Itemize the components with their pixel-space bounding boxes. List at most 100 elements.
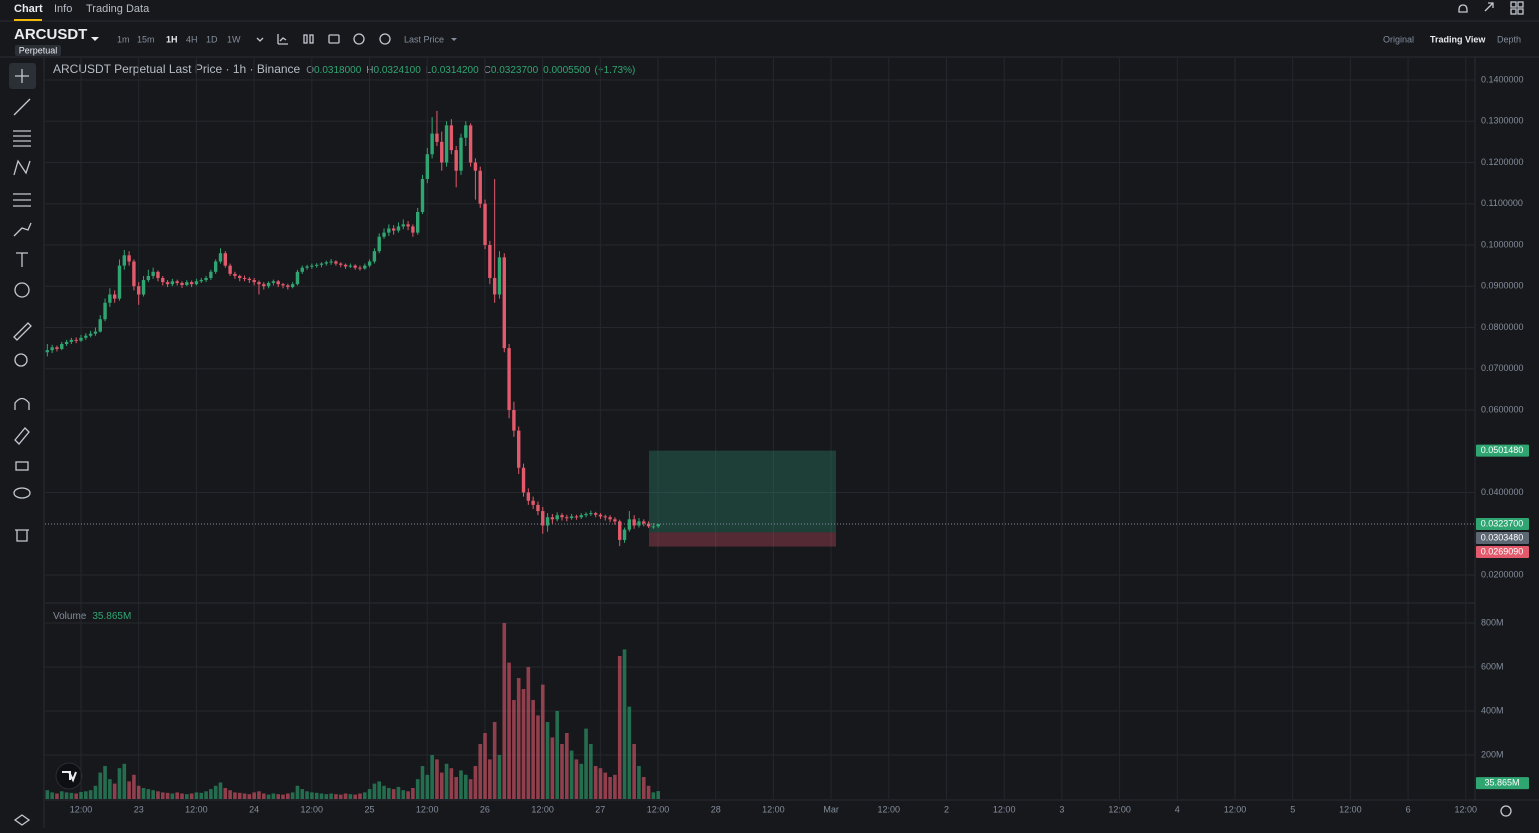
volume-bar bbox=[444, 763, 449, 799]
expand-icon[interactable] bbox=[1484, 2, 1494, 12]
volume-bar bbox=[382, 785, 386, 799]
candle-body bbox=[310, 265, 314, 267]
volume-bar bbox=[584, 728, 588, 799]
candle-body bbox=[55, 347, 59, 349]
candle-body bbox=[329, 261, 333, 263]
candle-body bbox=[449, 125, 454, 151]
projection-tool[interactable] bbox=[13, 193, 31, 207]
header-icons[interactable] bbox=[1458, 1, 1524, 15]
volume-bar bbox=[478, 744, 483, 799]
profit-zone[interactable] bbox=[649, 450, 836, 533]
icon-tool[interactable] bbox=[14, 282, 30, 298]
view-option[interactable]: Trading View bbox=[1430, 34, 1486, 44]
price-tick-label: 0.0800000 bbox=[1481, 322, 1524, 332]
candle-body bbox=[122, 255, 126, 266]
volume-bar bbox=[439, 772, 444, 799]
add-icon[interactable] bbox=[353, 33, 365, 45]
volume-bar bbox=[334, 794, 338, 799]
volume-bar bbox=[338, 794, 343, 799]
loss-zone[interactable] bbox=[649, 532, 836, 547]
volume-bar bbox=[521, 689, 526, 799]
candle-body bbox=[517, 430, 521, 468]
candle-icon[interactable] bbox=[303, 34, 308, 44]
layout-icon[interactable] bbox=[1517, 1, 1524, 8]
legend-change-pct: (+1.73%) bbox=[594, 65, 635, 76]
eye-tool[interactable] bbox=[13, 487, 31, 499]
volume-name: Volume bbox=[53, 611, 87, 622]
trendline-tool[interactable] bbox=[13, 98, 31, 116]
ruler-tool[interactable] bbox=[13, 322, 32, 341]
volume-bar bbox=[545, 722, 550, 799]
volume-bar bbox=[127, 781, 131, 799]
candle-body bbox=[536, 504, 540, 512]
volume-bar bbox=[266, 794, 271, 799]
stop-loss-tag-bg bbox=[1476, 545, 1529, 558]
view-option[interactable]: Depth bbox=[1497, 34, 1521, 44]
pattern-tool[interactable] bbox=[13, 159, 31, 176]
bell-icon[interactable] bbox=[1458, 4, 1468, 13]
layout-icon[interactable] bbox=[1510, 8, 1517, 15]
volume-bar bbox=[314, 792, 319, 799]
settings-icon[interactable] bbox=[1500, 805, 1512, 817]
candle-body bbox=[584, 513, 588, 516]
candle-body bbox=[45, 350, 50, 353]
nav-tab[interactable]: Trading Data bbox=[86, 3, 150, 15]
candle-body bbox=[507, 348, 511, 410]
take-profit-tag: 0.0501480 bbox=[1481, 445, 1524, 455]
fib-tool[interactable] bbox=[13, 130, 31, 147]
volume-bar bbox=[406, 791, 410, 799]
volume-bar bbox=[459, 770, 463, 799]
zoom-tool[interactable] bbox=[14, 353, 28, 367]
volume-bar bbox=[185, 794, 189, 799]
lock-drawing-tool[interactable] bbox=[14, 427, 30, 445]
camera-icon[interactable] bbox=[328, 34, 340, 44]
text-tool[interactable] bbox=[16, 252, 28, 267]
candle-body bbox=[334, 261, 338, 264]
price-tick-label: 0.0200000 bbox=[1481, 569, 1524, 579]
volume-bar bbox=[175, 792, 179, 799]
price-type[interactable]: Last Price bbox=[404, 34, 444, 44]
price-type-caret[interactable] bbox=[451, 38, 457, 41]
layers-tool[interactable] bbox=[13, 814, 31, 826]
interval[interactable]: 15m bbox=[137, 34, 155, 44]
time-label: 23 bbox=[134, 804, 144, 814]
replay-icon[interactable] bbox=[379, 33, 391, 45]
time-label: 6 bbox=[1406, 804, 1411, 814]
drawing-toolbar[interactable] bbox=[9, 63, 36, 826]
layout-icon[interactable] bbox=[1517, 8, 1524, 15]
interval[interactable]: 4H bbox=[186, 34, 198, 44]
candle-body bbox=[127, 255, 131, 262]
nav-tab[interactable]: Info bbox=[54, 3, 72, 15]
interval[interactable]: 1H bbox=[166, 34, 178, 44]
symbol[interactable]: ARCUSDT bbox=[14, 26, 87, 43]
volume-bar bbox=[622, 649, 627, 799]
volume-bar bbox=[290, 792, 295, 799]
volume-bar bbox=[160, 792, 165, 799]
caret-icon[interactable] bbox=[256, 37, 264, 42]
candle-body bbox=[209, 271, 213, 278]
volume-bar bbox=[430, 755, 434, 799]
layout-icon[interactable] bbox=[1510, 1, 1517, 8]
interval[interactable]: 1W bbox=[227, 34, 241, 44]
magnet-tool[interactable] bbox=[14, 397, 30, 411]
trash-tool[interactable] bbox=[15, 529, 29, 542]
volume-bar bbox=[237, 792, 242, 799]
chart-tools[interactable] bbox=[256, 33, 391, 45]
candle-body bbox=[213, 261, 218, 272]
view-option[interactable]: Original bbox=[1383, 34, 1414, 44]
price-tick-label: 0.0600000 bbox=[1481, 404, 1524, 414]
crosshair-tool[interactable] bbox=[15, 69, 29, 83]
candle-body bbox=[569, 516, 574, 519]
candle-body bbox=[108, 294, 112, 303]
symbol-caret[interactable] bbox=[91, 37, 99, 41]
interval[interactable]: 1D bbox=[206, 34, 218, 44]
candle-icon[interactable] bbox=[309, 34, 314, 44]
lock-tool[interactable] bbox=[15, 461, 29, 471]
price-tick-label: 0.1300000 bbox=[1481, 116, 1524, 126]
nav-tab[interactable]: Chart bbox=[14, 3, 43, 15]
brush-tool[interactable] bbox=[13, 222, 32, 237]
candle-body bbox=[170, 281, 175, 285]
volume-bar bbox=[593, 766, 598, 799]
indicator-icon[interactable] bbox=[277, 34, 288, 45]
interval[interactable]: 1m bbox=[117, 34, 130, 44]
